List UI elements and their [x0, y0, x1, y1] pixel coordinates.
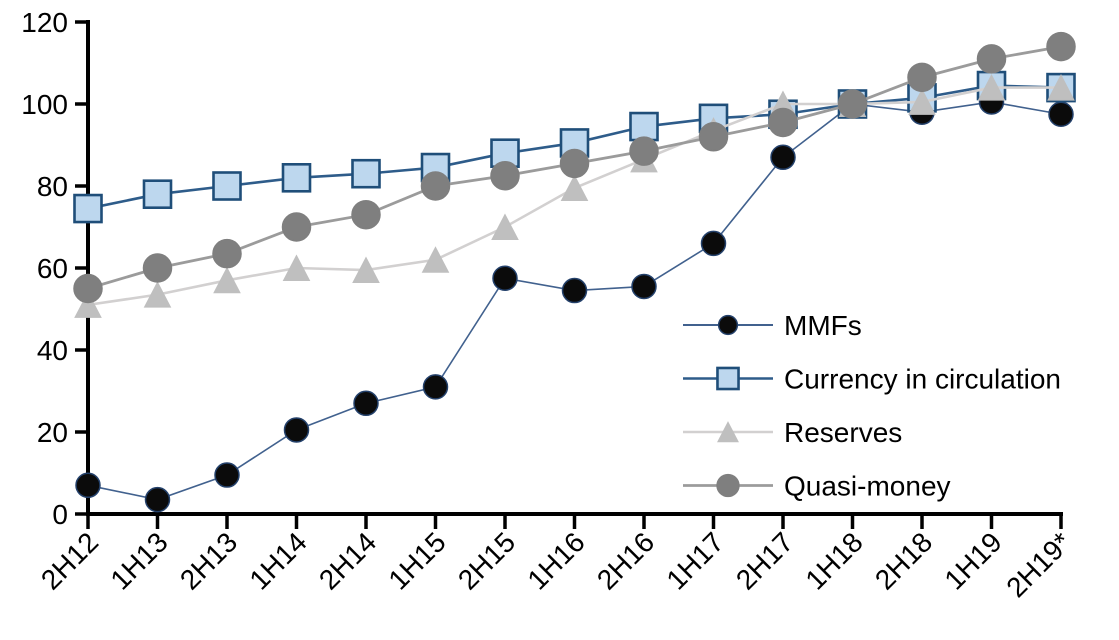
data-point-quasi-money-2h15 — [490, 161, 520, 191]
data-point-mmfs-1h15 — [422, 374, 449, 400]
legend-label-mmfs: MMFs — [784, 310, 862, 341]
x-tick-label-1h19: 1H19 — [938, 526, 1007, 595]
data-point-reserves-1h15 — [421, 246, 450, 273]
x-tick-label-2h12: 2H12 — [35, 526, 104, 595]
x-tick-label-1h15: 1H15 — [382, 526, 451, 595]
legend-marker-mmfs — [717, 314, 739, 336]
y-tick-label-80: 80 — [37, 171, 68, 202]
data-point-reserves-1h16 — [560, 174, 589, 202]
data-point-quasi-money-2h16 — [629, 136, 659, 166]
data-point-mmfs-2h16 — [631, 273, 657, 300]
data-point-currency-in-circulation-2h13 — [212, 171, 242, 201]
legend-marker-quasi-money — [716, 473, 740, 498]
data-point-quasi-money-1h16 — [559, 148, 590, 179]
data-point-mmfs-2h13 — [214, 462, 240, 488]
x-tick-label-2h17: 2H17 — [730, 526, 799, 595]
data-point-mmfs-1h16 — [561, 277, 588, 304]
data-point-quasi-money-2h13 — [212, 238, 242, 269]
x-tick-label-2h15: 2H15 — [452, 526, 521, 595]
x-tick-label-2h19: 2H19* — [1000, 526, 1077, 603]
y-tick-label-100: 100 — [21, 89, 68, 120]
x-tick-label-2h18: 2H18 — [869, 526, 938, 595]
data-point-quasi-money-1h18 — [837, 89, 868, 119]
legend-marker-currency-in-circulation — [716, 366, 740, 391]
y-tick-label-40: 40 — [37, 335, 68, 366]
data-point-quasi-money-2h17 — [768, 107, 798, 138]
x-tick-label-1h13: 1H13 — [104, 526, 173, 595]
data-point-mmfs-1h17 — [700, 230, 727, 257]
data-point-mmfs-1h13 — [144, 486, 171, 513]
data-point-mmfs-2h12 — [75, 472, 101, 499]
data-point-quasi-money-1h19 — [976, 44, 1007, 74]
y-tick-label-0: 0 — [52, 499, 68, 530]
data-point-currency-in-circulation-1h13 — [142, 179, 173, 209]
y-tick-label-60: 60 — [37, 253, 68, 284]
data-point-mmfs-1h14 — [283, 417, 310, 443]
data-point-quasi-money-2h12 — [73, 273, 103, 304]
data-point-quasi-money-1h13 — [142, 253, 173, 283]
legend-label-reserves: Reserves — [784, 417, 902, 448]
data-point-reserves-2h18 — [908, 88, 936, 115]
data-point-reserves-1h19 — [977, 74, 1006, 101]
legend-label-currency-in-circulation: Currency in circulation — [784, 363, 1061, 394]
data-point-reserves-2h15 — [491, 213, 519, 240]
data-point-mmfs-2h15 — [492, 265, 518, 291]
data-point-reserves-2h13 — [213, 266, 241, 294]
x-tick-label-1h18: 1H18 — [799, 526, 868, 595]
data-point-mmfs-2h17 — [770, 144, 796, 171]
x-tick-label-1h14: 1H14 — [243, 526, 312, 595]
x-tick-label-2h16: 2H16 — [591, 526, 660, 595]
x-tick-label-2h13: 2H13 — [174, 526, 243, 595]
y-tick-label-20: 20 — [37, 417, 68, 448]
data-point-currency-in-circulation-1h14 — [281, 163, 312, 193]
data-point-quasi-money-1h17 — [698, 122, 729, 152]
y-tick-label-120: 120 — [21, 7, 68, 38]
data-point-currency-in-circulation-2h12 — [73, 193, 103, 224]
x-tick-label-1h16: 1H16 — [521, 526, 590, 595]
data-point-reserves-1h13 — [143, 281, 172, 308]
data-point-quasi-money-2h19 — [1046, 31, 1076, 62]
data-point-reserves-2h19 — [1047, 74, 1075, 101]
legend-marker-reserves — [717, 421, 739, 443]
x-tick-label-1h17: 1H17 — [660, 526, 729, 595]
data-point-quasi-money-2h14 — [351, 199, 381, 230]
data-point-reserves-2h12 — [74, 291, 102, 318]
data-point-currency-in-circulation-2h14 — [351, 158, 381, 189]
data-point-reserves-1h14 — [282, 254, 311, 281]
data-point-mmfs-2h19 — [1048, 101, 1074, 127]
legend-label-quasi-money: Quasi-money — [784, 470, 951, 501]
data-point-quasi-money-2h18 — [907, 62, 937, 93]
data-point-currency-in-circulation-2h16 — [629, 111, 659, 142]
data-point-reserves-2h14 — [352, 256, 380, 284]
data-point-mmfs-2h14 — [353, 390, 379, 417]
data-point-quasi-money-1h15 — [420, 171, 451, 201]
data-point-quasi-money-1h14 — [281, 212, 312, 242]
x-tick-label-2h14: 2H14 — [313, 526, 382, 595]
